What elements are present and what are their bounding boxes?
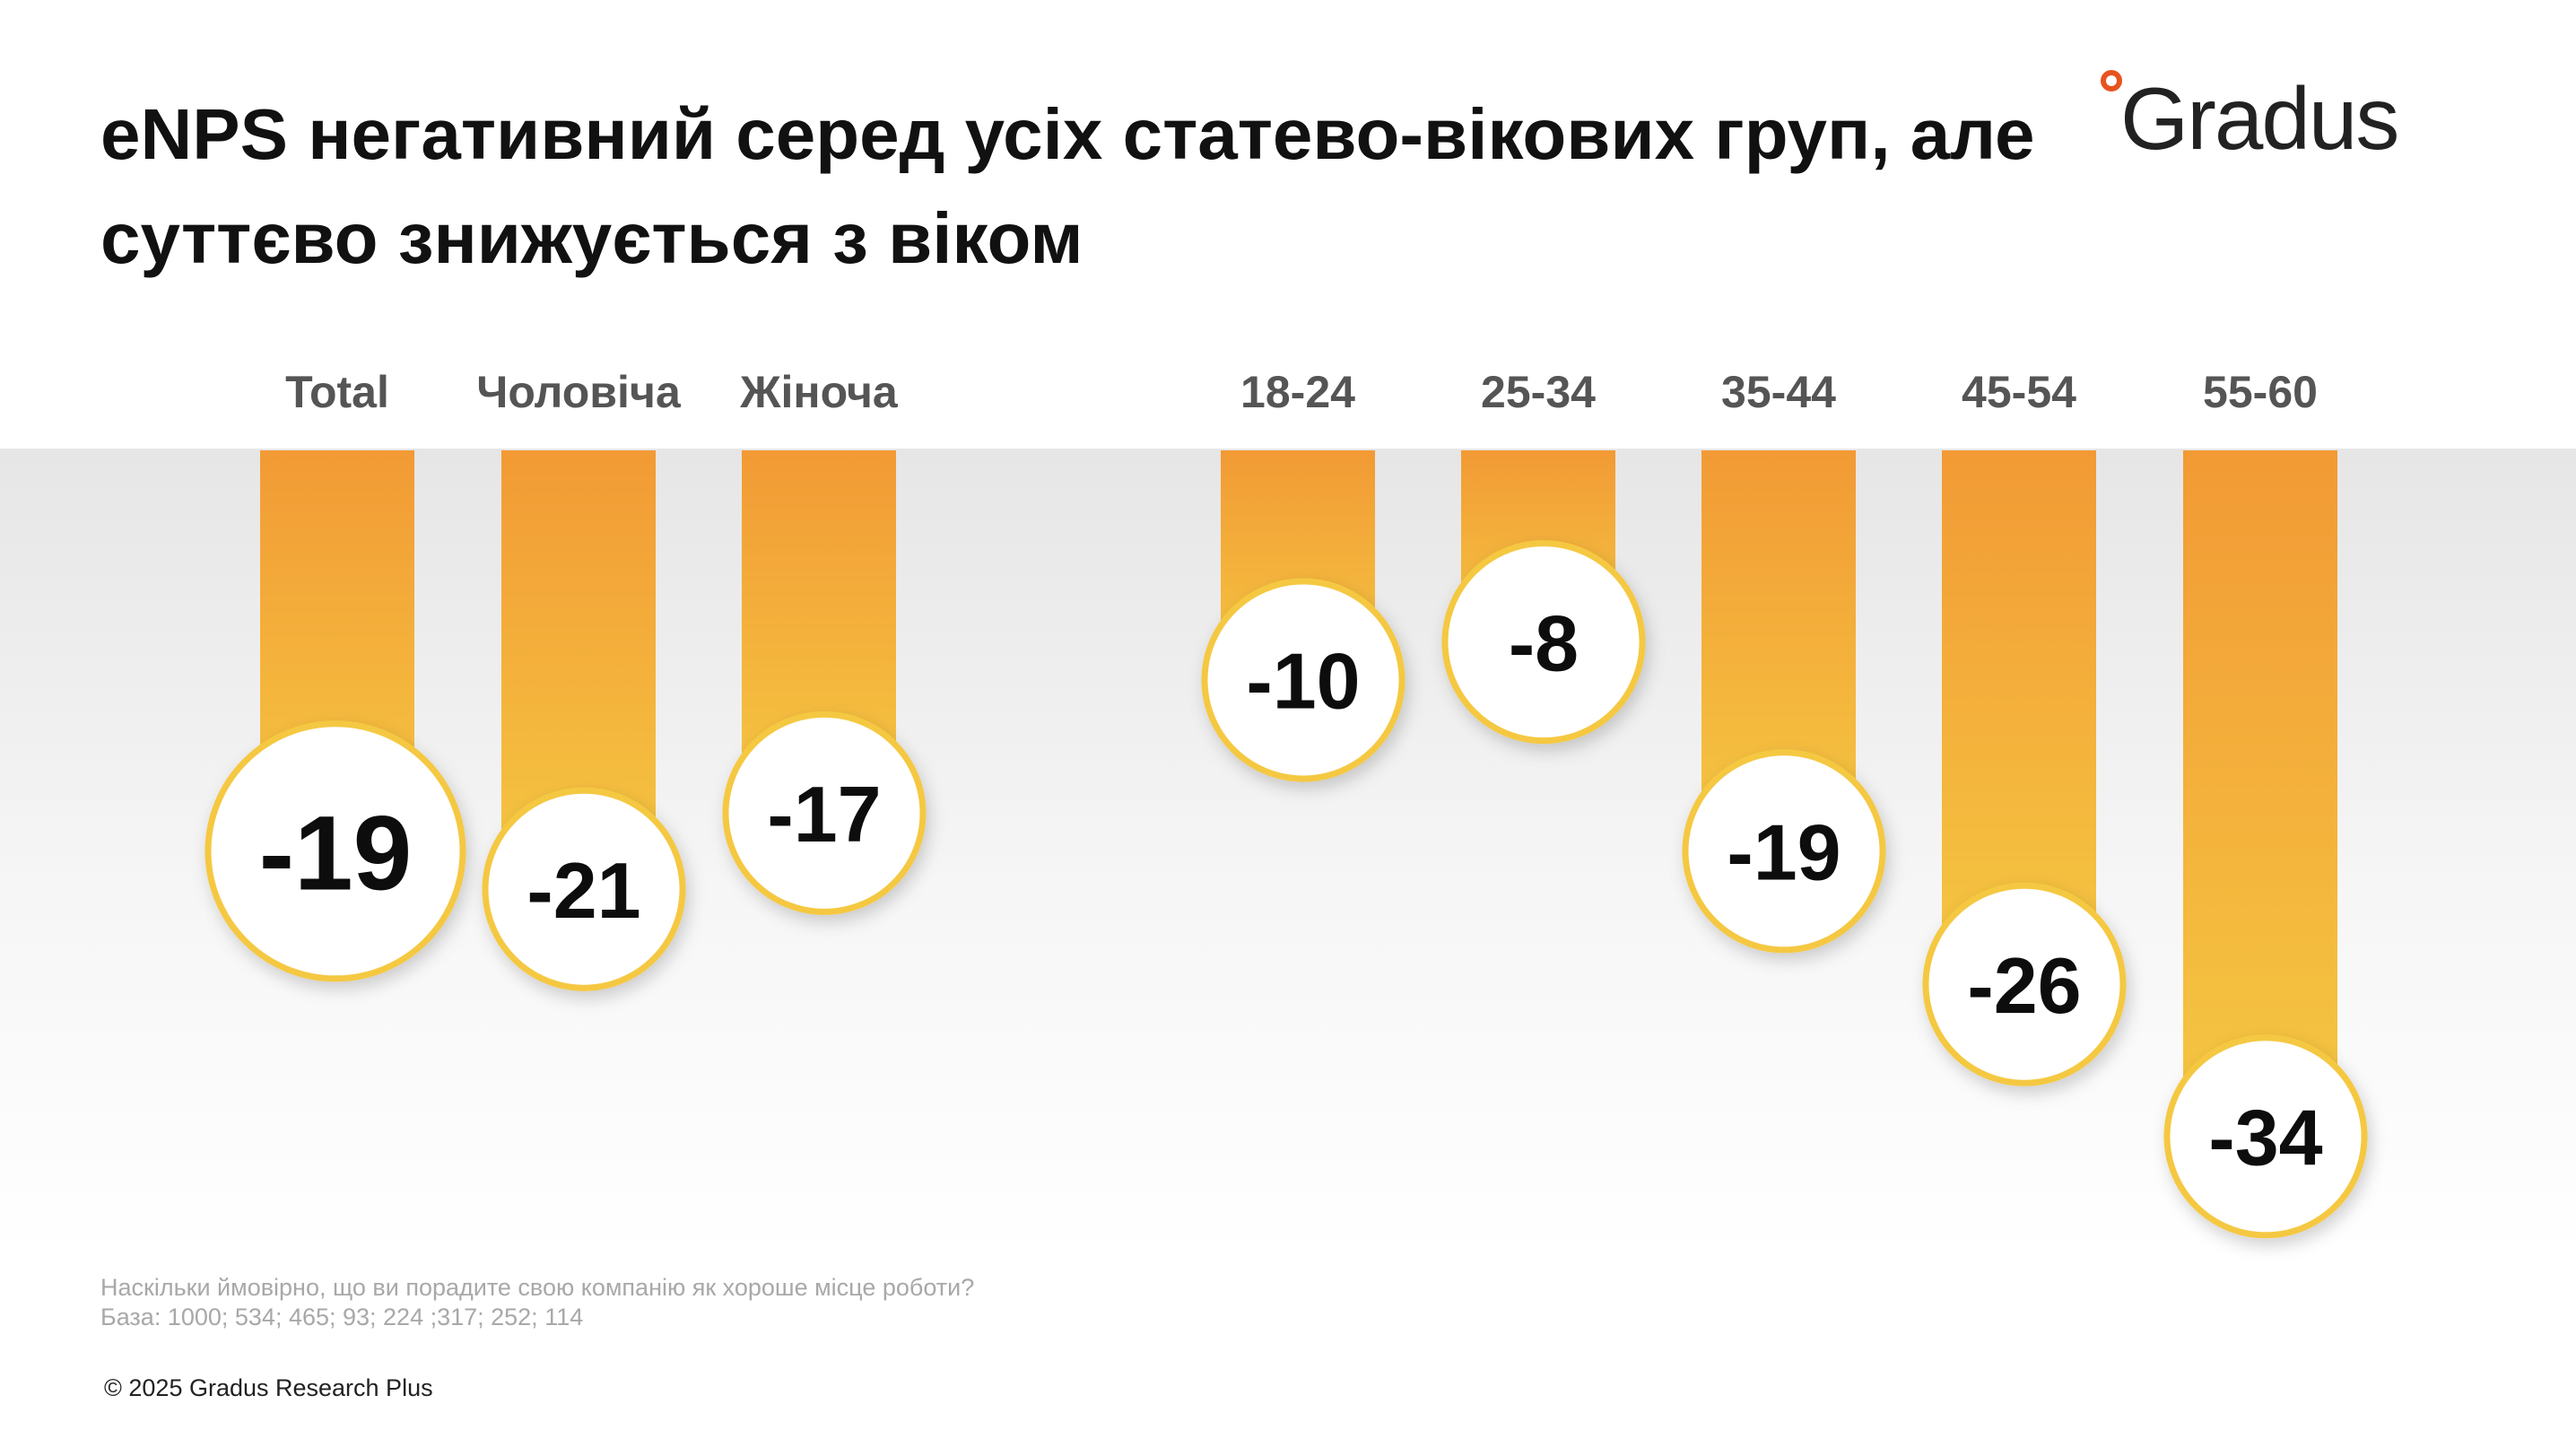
value-circle [205, 720, 466, 982]
value-circle [482, 787, 686, 991]
category-label: 18-24 [1240, 367, 1355, 417]
data-label: -8 [1509, 598, 1579, 687]
category-label: Total [285, 367, 389, 417]
data-label: -17 [767, 770, 881, 859]
category-label: 25-34 [1481, 367, 1596, 417]
category-label: Чоловіча [476, 367, 682, 417]
footnote-base: База: 1000; 534; 465; 93; 224 ;317; 252;… [100, 1304, 584, 1330]
category-label: Жіноча [739, 367, 899, 417]
data-label: -10 [1246, 637, 1360, 726]
value-circle [1922, 882, 2127, 1086]
gradus-logo: Gradus [2101, 70, 2477, 169]
value-circle [1682, 749, 1886, 954]
logo-accent-dot [2101, 70, 2122, 92]
bar [2183, 450, 2337, 1137]
copyright: © 2025 Gradus Research Plus [104, 1374, 433, 1401]
category-label: 45-54 [1962, 367, 2076, 417]
data-label: -34 [2208, 1093, 2322, 1182]
value-circle [2163, 1034, 2368, 1239]
value-circle [1201, 578, 1405, 782]
value-circle [722, 711, 927, 915]
data-label: -21 [527, 846, 640, 935]
category-label: 35-44 [1721, 367, 1836, 417]
data-label: -19 [259, 794, 413, 912]
logo-wordmark: Gradus [2120, 69, 2399, 168]
footnote-question: Наскільки ймовірно, що ви порадите свою … [100, 1274, 975, 1301]
data-label: -26 [1967, 941, 2081, 1030]
data-label: -19 [1727, 807, 1841, 896]
category-label: 55-60 [2203, 367, 2318, 417]
page-title: eNPS негативний серед усіх статево-віков… [100, 94, 2035, 278]
value-circle [1441, 540, 1646, 745]
